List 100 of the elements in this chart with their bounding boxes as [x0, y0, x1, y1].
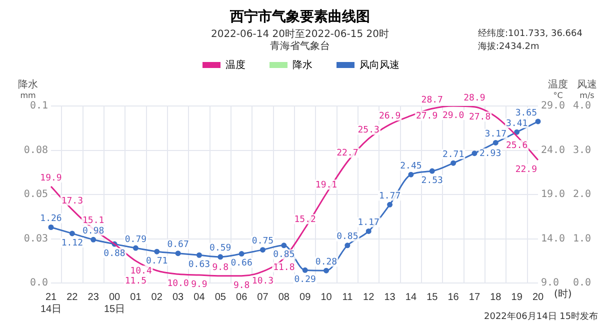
point	[387, 202, 393, 208]
chart-title: 西宁市气象要素曲线图	[229, 8, 371, 26]
y3-tick-label: 1.0	[573, 233, 592, 244]
text: 青海省气象台	[270, 41, 330, 52]
y-tick-label: 0.08	[24, 144, 48, 156]
y2-tick-label: 24.0	[541, 144, 566, 156]
x-tick-label: 13	[384, 292, 396, 303]
data-label: 1.12	[61, 238, 84, 248]
data-label: 27.9	[416, 112, 438, 122]
point	[408, 172, 414, 178]
data-label: 27.8	[468, 112, 491, 122]
data-label: 9.9	[191, 280, 208, 290]
x-tick-label: 15	[426, 292, 438, 303]
data-label: 22.7	[336, 148, 358, 159]
data-label: 0.98	[82, 226, 104, 236]
x-tick-label: 10	[320, 292, 332, 303]
data-label: 1.77	[378, 192, 401, 202]
x-tick-label: 07	[257, 292, 269, 303]
data-label: 10.4	[130, 266, 152, 276]
point	[154, 248, 160, 254]
x-tick-label: 18	[490, 292, 502, 303]
x-tick-label: 04	[194, 292, 206, 303]
y3-tick-label: 4.0	[573, 100, 592, 112]
point	[218, 254, 224, 260]
data-label: 0.85	[336, 232, 358, 242]
data-label: 17.3	[61, 196, 84, 206]
point	[429, 168, 435, 174]
data-label: 11.8	[273, 263, 295, 274]
legend-label: 温度	[226, 58, 246, 71]
y-tick-label: 0.0	[30, 278, 48, 289]
data-label: 2.93	[479, 149, 502, 160]
data-label: 29.0	[442, 110, 464, 121]
x-tick-label: 11	[342, 292, 354, 303]
x-tick-label: 09	[300, 292, 312, 303]
point	[175, 250, 181, 256]
data-label: 2.53	[421, 176, 443, 186]
data-label: 3.17	[484, 130, 506, 140]
legend-label: 降水	[292, 58, 312, 71]
x-tick-label: 03	[172, 292, 184, 303]
data-label: 10.0	[167, 278, 189, 289]
data-label: 25.6	[506, 140, 528, 151]
data-label: 26.9	[378, 111, 401, 122]
x-tick-label: 01	[130, 292, 142, 303]
x-tick-label: 16	[448, 292, 460, 303]
point	[281, 242, 287, 248]
point	[48, 224, 54, 230]
point	[238, 251, 244, 257]
data-label: 0.85	[273, 250, 295, 260]
data-label: 1.26	[40, 214, 62, 224]
data-label: 9.8	[233, 280, 250, 291]
data-label: 19.1	[315, 180, 338, 190]
data-label: 0.75	[252, 236, 274, 247]
x-tick-label: 22	[66, 292, 78, 303]
legend-label: 风向风速	[360, 58, 400, 71]
point	[302, 267, 308, 273]
data-label: 9.8	[212, 262, 229, 273]
point	[324, 268, 330, 274]
data-label: 0.79	[124, 234, 147, 245]
data-label: 0.63	[188, 260, 210, 270]
point	[196, 252, 202, 258]
point	[132, 245, 138, 251]
x-tick-label: 00 15日	[104, 292, 126, 315]
y3-tick-label: 0.0	[573, 278, 592, 289]
data-label: 28.7	[421, 96, 443, 106]
x-tick-label: 02	[151, 292, 163, 303]
y2-tick-label: 9.0	[541, 278, 560, 289]
y-tick-label: 0.03	[24, 233, 48, 244]
data-label: 15.1	[82, 216, 104, 226]
data-label: 2.71	[442, 150, 464, 160]
data-label: 0.28	[315, 257, 338, 268]
y-axis-title: 降水 mm	[18, 78, 38, 100]
data-label: 11.5	[124, 276, 147, 287]
x-tick-label: 17	[468, 292, 480, 303]
data-label: 0.71	[146, 256, 168, 266]
x-tick-label: 05	[214, 292, 226, 303]
x-tick-label: 23	[88, 292, 100, 303]
data-label: 19.9	[40, 173, 62, 184]
data-label: 0.29	[294, 275, 316, 286]
data-label: 3.41	[506, 118, 528, 129]
x-tick-label: 12	[363, 292, 375, 303]
point	[366, 228, 372, 234]
point	[514, 129, 520, 135]
point	[535, 118, 541, 124]
y2-tick-label: 14.0	[541, 233, 566, 244]
x-tick-label: 20	[532, 292, 544, 303]
y3-tick-label: 2.0	[573, 189, 592, 200]
data-label: 15.2	[294, 214, 316, 225]
x-tick-label: 19	[511, 292, 523, 303]
data-label: 0.59	[210, 244, 232, 254]
text: 2022年06月14日 15时发布	[484, 310, 598, 323]
point	[450, 160, 456, 166]
y-tick-label: 0.1	[30, 100, 48, 112]
data-label: 22.9	[515, 164, 538, 175]
point	[69, 230, 75, 236]
y3-axis-title: 风速 m/s	[577, 78, 597, 100]
y2-tick-label: 19.0	[541, 189, 566, 200]
data-label: 10.3	[252, 276, 274, 286]
data-label: 2.45	[400, 161, 422, 172]
data-label: 3.65	[515, 108, 538, 118]
text: 海拔:2434.2m	[478, 40, 540, 53]
